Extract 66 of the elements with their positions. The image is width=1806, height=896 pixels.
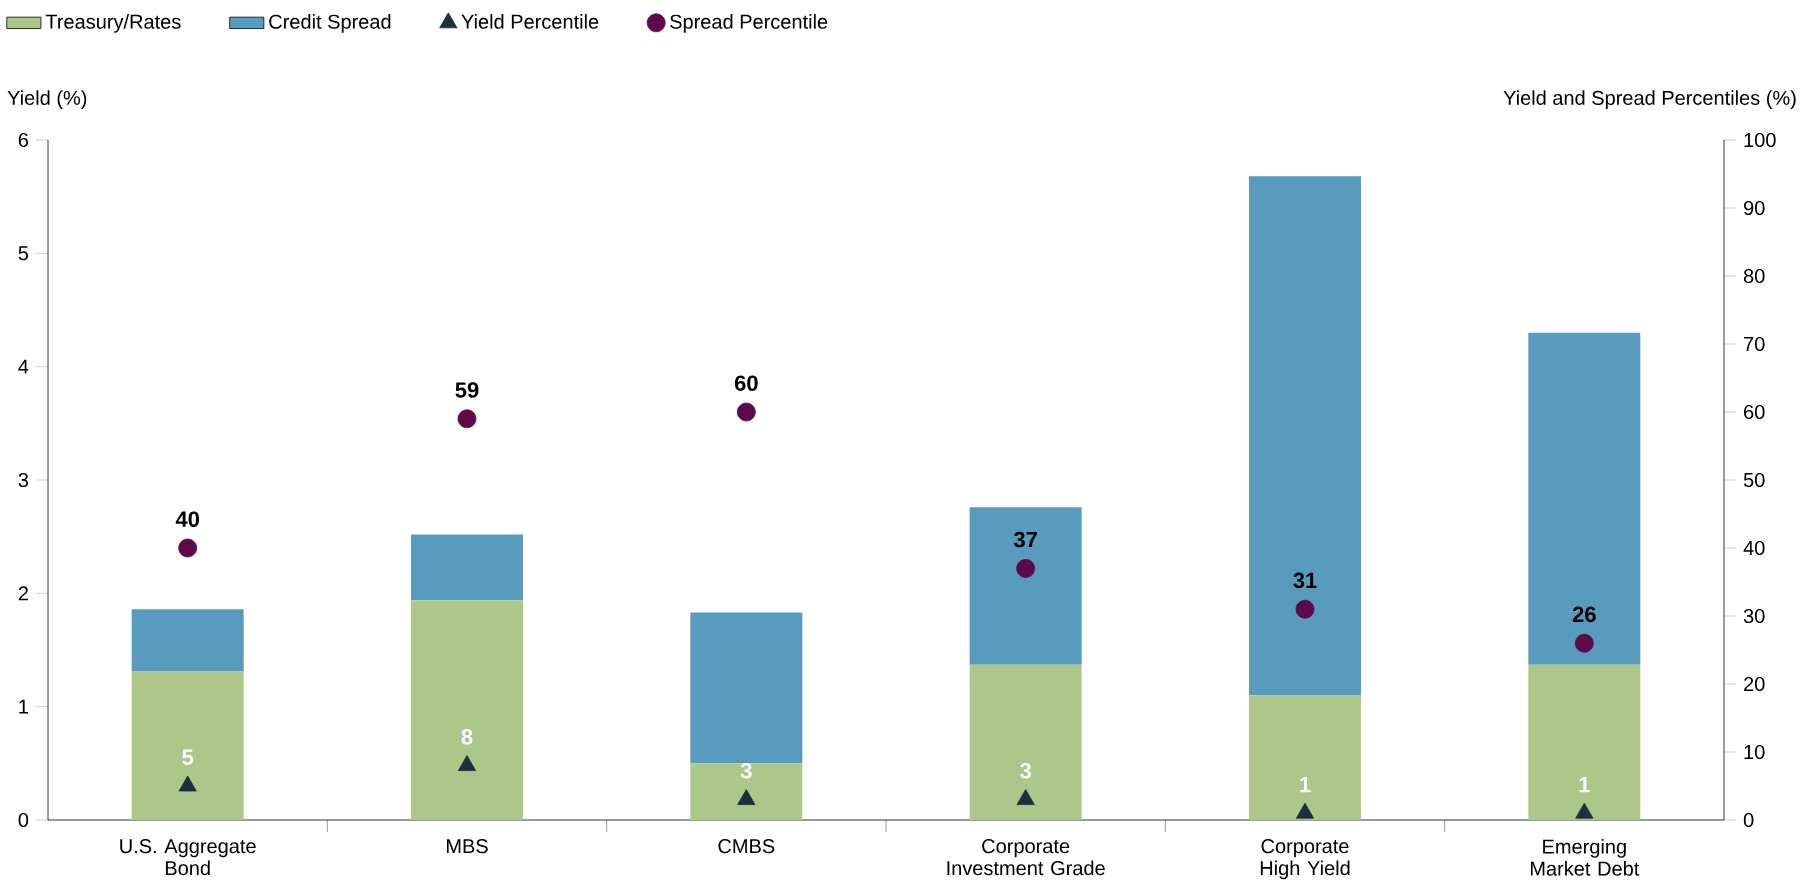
y2-tick-label: 30 xyxy=(1743,608,1765,624)
y-tick-label: 1 xyxy=(19,699,28,714)
x-tick-label: Corporate High Yield xyxy=(1260,839,1350,880)
y2-tick-label: 0 xyxy=(1743,812,1754,828)
bar xyxy=(969,664,1082,820)
y2-tick-label: 50 xyxy=(1743,472,1765,488)
y-tick-label: 2 xyxy=(18,586,28,601)
bar xyxy=(1528,332,1641,665)
point xyxy=(178,538,198,558)
data-label: 1 xyxy=(1300,777,1311,793)
data-label: 5 xyxy=(182,749,194,765)
point xyxy=(737,789,756,805)
y2-tick-label: 20 xyxy=(1744,676,1765,692)
point xyxy=(1016,559,1036,578)
data-label: 8 xyxy=(461,728,473,745)
bar xyxy=(131,671,244,820)
y-tick-label: 6 xyxy=(18,132,29,148)
y2-tick-label: 40 xyxy=(1743,540,1765,556)
data-label: 37 xyxy=(1013,531,1037,548)
bar xyxy=(1528,664,1641,820)
bar xyxy=(411,534,523,601)
y2-tick-label: 90 xyxy=(1744,200,1765,216)
x-tick-label: Emerging Market Debt xyxy=(1530,839,1640,876)
point xyxy=(1016,789,1035,805)
bar xyxy=(1249,695,1361,820)
legend-label: Credit Spread xyxy=(269,14,391,33)
point xyxy=(457,409,477,429)
y2-tick-label: 80 xyxy=(1743,268,1765,284)
point xyxy=(457,755,477,771)
y-tick-label: 0 xyxy=(18,812,29,828)
y2-tick-label: 70 xyxy=(1744,336,1765,352)
legend-label: Treasury/Rates xyxy=(45,14,181,33)
y-tick-label: 5 xyxy=(18,246,29,261)
y2-tick-label: 10 xyxy=(1744,744,1765,760)
bar xyxy=(690,612,803,764)
point xyxy=(1575,802,1594,819)
y2-tick-label: 60 xyxy=(1744,404,1765,420)
data-label: 1 xyxy=(1579,777,1590,793)
point xyxy=(1574,633,1594,653)
x-tick-label: MBS xyxy=(446,839,488,854)
y-tick-label: 3 xyxy=(18,472,29,488)
data-label: 40 xyxy=(175,511,199,527)
y2-tick-label: 100 xyxy=(1744,132,1776,148)
y-tick-label: 4 xyxy=(18,359,29,374)
bar xyxy=(969,507,1082,665)
data-label: 59 xyxy=(455,382,479,398)
point xyxy=(178,775,197,792)
x-tick-label: Corporate Investment Grade xyxy=(947,839,1105,876)
y-axis-title: Yield (%) xyxy=(7,90,87,109)
legend-label: Spread Percentile xyxy=(670,14,828,33)
data-label: 26 xyxy=(1572,606,1596,623)
point xyxy=(736,402,756,422)
data-label: 3 xyxy=(1020,762,1031,779)
bar xyxy=(131,609,244,672)
data-label: 3 xyxy=(740,762,752,779)
data-label: 60 xyxy=(734,375,758,391)
x-tick-label: U.S. Aggregate Bond xyxy=(120,839,256,876)
point xyxy=(1295,599,1315,619)
bar xyxy=(690,763,803,820)
data-label: 31 xyxy=(1293,572,1317,589)
point xyxy=(1295,802,1315,819)
legend-label: Yield Percentile xyxy=(461,14,599,29)
x-tick-label: CMBS xyxy=(718,839,775,854)
y2-axis-title: Yield and Spread Percentiles (%) xyxy=(1503,90,1796,109)
bar xyxy=(411,600,523,820)
bar xyxy=(1249,176,1361,696)
